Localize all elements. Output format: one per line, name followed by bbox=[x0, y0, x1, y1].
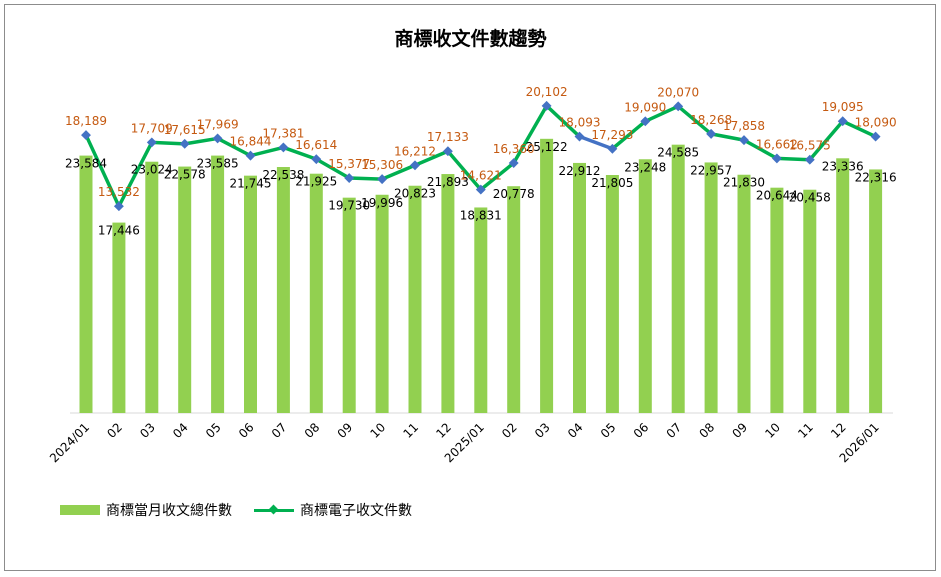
line-point bbox=[377, 174, 387, 184]
bar bbox=[672, 145, 685, 413]
line-data-label: 14,621 bbox=[460, 169, 502, 183]
bar bbox=[705, 162, 718, 413]
x-tick-label: 02 bbox=[104, 420, 125, 441]
bar bbox=[145, 162, 158, 413]
line-data-label: 16,212 bbox=[394, 144, 436, 158]
bar bbox=[376, 195, 389, 413]
x-tick-label: 11 bbox=[795, 420, 816, 441]
bar bbox=[178, 167, 191, 413]
x-tick-label: 05 bbox=[598, 420, 619, 441]
x-tick-label: 08 bbox=[302, 420, 323, 441]
bar bbox=[639, 159, 652, 413]
line-data-label: 20,102 bbox=[526, 85, 568, 99]
line-data-label: 17,293 bbox=[591, 128, 633, 142]
x-tick-label: 12 bbox=[433, 420, 454, 441]
x-tick-label: 2024/01 bbox=[47, 420, 92, 465]
line-data-label: 17,858 bbox=[723, 119, 765, 133]
line-data-label: 15,306 bbox=[361, 158, 403, 172]
legend-swatch-line bbox=[254, 509, 294, 512]
bar-data-label: 22,316 bbox=[855, 170, 897, 184]
bar bbox=[738, 175, 751, 413]
bar-data-label: 24,585 bbox=[657, 146, 699, 160]
legend-item-line: 商標電子收文件數 bbox=[254, 500, 412, 520]
line-data-label: 16,614 bbox=[295, 138, 337, 152]
bar bbox=[277, 167, 290, 413]
legend-swatch-bar bbox=[60, 505, 100, 515]
x-tick-label: 10 bbox=[762, 420, 783, 441]
line-segment bbox=[777, 158, 810, 159]
line-data-label: 17,969 bbox=[197, 117, 239, 131]
bar-data-label: 20,458 bbox=[789, 191, 831, 205]
bar bbox=[112, 223, 125, 413]
line-segment bbox=[349, 178, 382, 179]
bar-data-label: 23,585 bbox=[197, 157, 239, 171]
line-segment bbox=[711, 134, 744, 140]
line-data-label: 20,070 bbox=[657, 85, 699, 99]
line-data-label: 13,532 bbox=[98, 185, 140, 199]
bar bbox=[573, 163, 586, 413]
line-data-label: 16,575 bbox=[789, 139, 831, 153]
bar bbox=[869, 169, 882, 413]
x-tick-label: 08 bbox=[697, 420, 718, 441]
x-tick-label: 12 bbox=[828, 420, 849, 441]
x-tick-label: 09 bbox=[335, 420, 356, 441]
x-tick-label: 04 bbox=[170, 420, 191, 441]
bar bbox=[343, 198, 356, 413]
line-point bbox=[180, 139, 190, 149]
x-tick-label: 11 bbox=[400, 420, 421, 441]
line-point bbox=[410, 160, 420, 170]
x-tick-label: 06 bbox=[236, 420, 257, 441]
bar-data-label: 21,805 bbox=[591, 176, 633, 190]
bar-data-label: 21,925 bbox=[295, 175, 337, 189]
x-tick-label: 09 bbox=[729, 420, 750, 441]
line-data-label: 16,360 bbox=[493, 142, 535, 156]
bar bbox=[540, 139, 553, 413]
bar bbox=[803, 190, 816, 413]
line-segment bbox=[185, 138, 218, 143]
x-tick-label: 02 bbox=[499, 420, 520, 441]
bar-data-label: 23,248 bbox=[624, 160, 666, 174]
bar bbox=[211, 156, 224, 413]
bar bbox=[310, 174, 323, 413]
x-tick-label: 07 bbox=[664, 420, 685, 441]
legend-item-bar: 商標當月收文總件數 bbox=[60, 500, 232, 520]
bar bbox=[441, 174, 454, 413]
line-data-label: 19,095 bbox=[822, 100, 864, 114]
bar bbox=[770, 188, 783, 413]
bar-data-label: 23,584 bbox=[65, 157, 107, 171]
x-tick-label: 10 bbox=[368, 420, 389, 441]
line-data-label: 17,133 bbox=[427, 130, 469, 144]
bar bbox=[836, 158, 849, 413]
line-segment bbox=[251, 147, 284, 155]
x-tick-label: 05 bbox=[203, 420, 224, 441]
line-data-label: 19,090 bbox=[624, 100, 666, 114]
line-data-label: 18,189 bbox=[65, 114, 107, 128]
legend: 商標當月收文總件數 商標電子收文件數 bbox=[60, 500, 434, 520]
bar-data-label: 17,446 bbox=[98, 224, 140, 238]
x-tick-label: 06 bbox=[631, 420, 652, 441]
line-data-label: 18,090 bbox=[855, 116, 897, 130]
x-tick-label: 07 bbox=[269, 420, 290, 441]
bar bbox=[80, 156, 93, 413]
x-tick-label: 03 bbox=[532, 420, 553, 441]
line-point bbox=[278, 142, 288, 152]
bar-data-label: 18,831 bbox=[460, 208, 502, 222]
bar-data-label: 20,778 bbox=[493, 187, 535, 201]
line-segment bbox=[152, 142, 185, 143]
bar bbox=[244, 176, 257, 413]
x-tick-label: 04 bbox=[565, 420, 586, 441]
bar bbox=[474, 207, 487, 413]
legend-label-bar: 商標當月收文總件數 bbox=[106, 500, 232, 520]
bar bbox=[409, 186, 422, 413]
bar bbox=[606, 175, 619, 413]
legend-label-line: 商標電子收文件數 bbox=[300, 500, 412, 520]
bar-data-label: 21,830 bbox=[723, 176, 765, 190]
bar bbox=[507, 186, 520, 413]
x-tick-label: 03 bbox=[137, 420, 158, 441]
